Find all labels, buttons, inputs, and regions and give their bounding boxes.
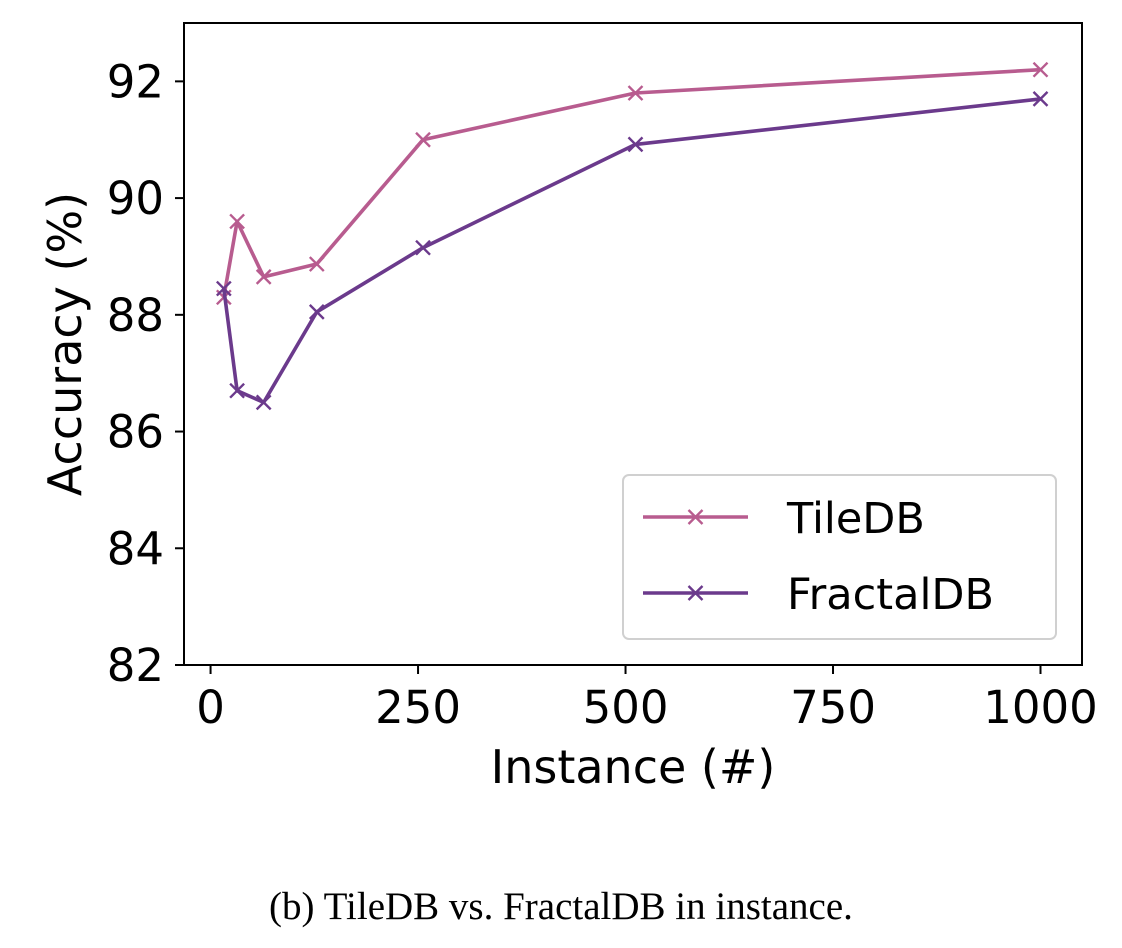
data-point-tiledb bbox=[415, 131, 431, 148]
y-tick-label: 88 bbox=[107, 289, 164, 342]
x-tick-label: 0 bbox=[196, 681, 225, 734]
data-point-tiledb bbox=[229, 213, 245, 230]
legend-label-fractaldb: FractalDB bbox=[787, 570, 994, 620]
data-point-fractaldb bbox=[229, 382, 245, 399]
y-tick-label: 92 bbox=[107, 55, 164, 108]
legend-marker-fractaldb bbox=[687, 585, 704, 601]
legend: TileDB FractalDB bbox=[622, 474, 1057, 640]
x-tick-label: 750 bbox=[790, 681, 876, 734]
series-layer bbox=[215, 61, 1049, 411]
figure-caption: (b) TileDB vs. FractalDB in instance. bbox=[269, 885, 853, 928]
data-point-fractaldb bbox=[308, 304, 325, 320]
data-point-fractaldb bbox=[627, 136, 644, 153]
data-point-tiledb bbox=[255, 269, 272, 285]
y-tick-label: 86 bbox=[107, 406, 164, 459]
y-tick-label: 82 bbox=[107, 639, 164, 692]
series-tiledb bbox=[215, 61, 1049, 306]
series-fractaldb bbox=[215, 91, 1049, 411]
series-line-fractaldb bbox=[222, 97, 1043, 405]
y-tick-label: 84 bbox=[107, 522, 164, 575]
data-point-fractaldb bbox=[215, 280, 232, 297]
x-tick-label: 500 bbox=[583, 681, 669, 734]
y-axis-title: Accuracy (%) bbox=[38, 192, 92, 496]
data-point-fractaldb bbox=[255, 394, 272, 411]
data-point-fractaldb bbox=[1032, 91, 1049, 107]
data-point-tiledb bbox=[627, 85, 644, 101]
data-point-tiledb bbox=[1032, 61, 1049, 78]
series-line-tiledb bbox=[222, 67, 1043, 300]
plot-frame bbox=[183, 22, 1083, 666]
x-axis-title: Instance (#) bbox=[491, 740, 776, 794]
ticks-layer: 0 250 500 750 1000 82 84 86 88 90 92 bbox=[107, 55, 1098, 734]
x-tick-label: 1000 bbox=[983, 681, 1098, 734]
y-tick-label: 90 bbox=[107, 172, 164, 225]
data-point-fractaldb bbox=[415, 239, 431, 256]
data-point-tiledb bbox=[308, 256, 325, 272]
x-tick-label: 250 bbox=[375, 681, 461, 734]
legend-label-tiledb: TileDB bbox=[786, 494, 925, 544]
legend-marker-tiledb bbox=[687, 509, 704, 525]
